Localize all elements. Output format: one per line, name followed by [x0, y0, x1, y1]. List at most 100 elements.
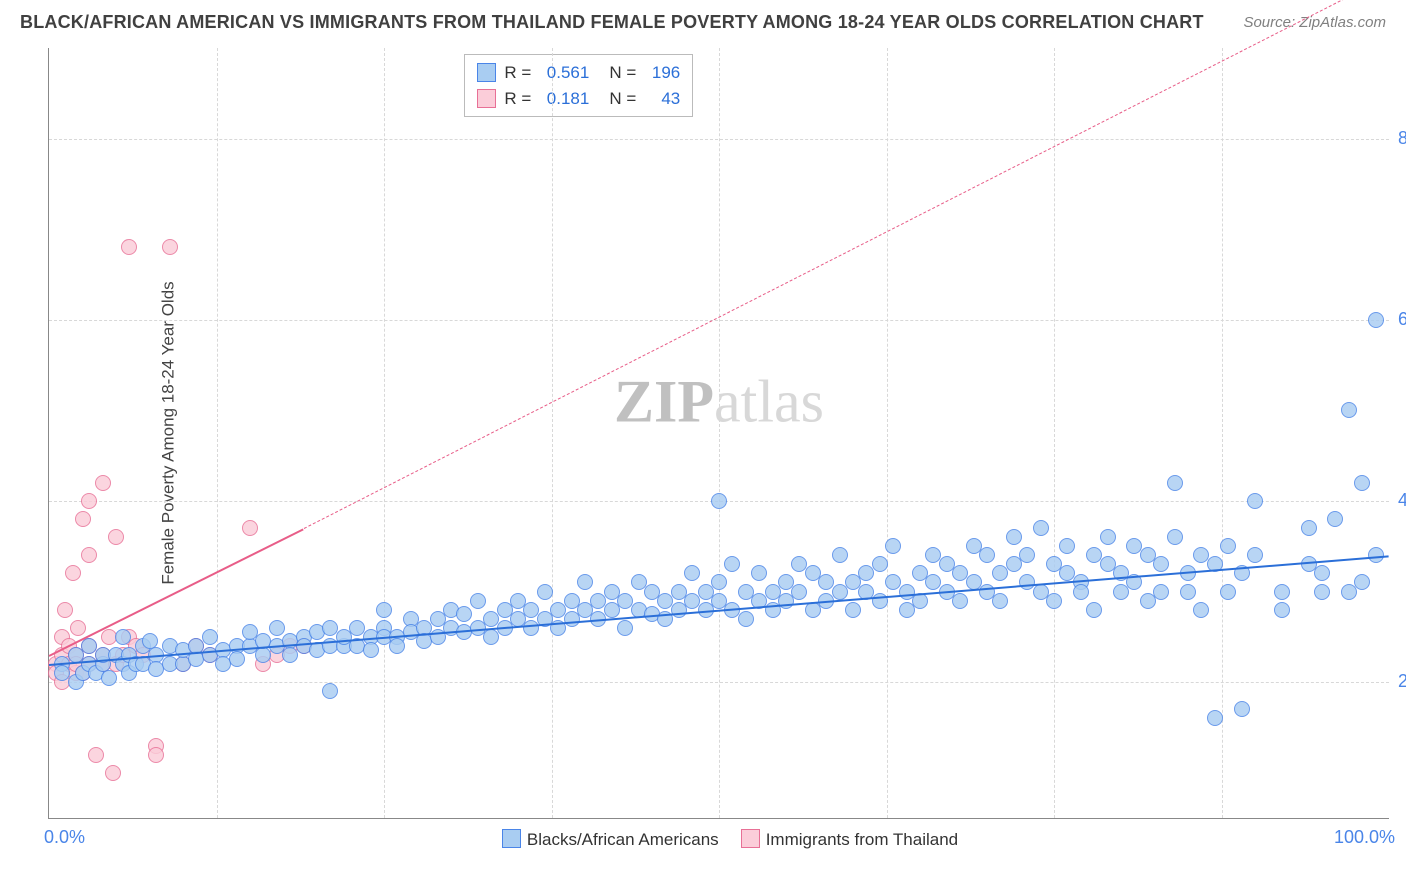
data-point [242, 520, 258, 536]
data-point [101, 670, 117, 686]
correlation-legend: R =0.561N =196R = 0.181 N = 43 [464, 54, 693, 117]
data-point [1100, 529, 1116, 545]
data-point [1073, 584, 1089, 600]
data-point [1274, 584, 1290, 600]
data-point [751, 565, 767, 581]
data-point [115, 629, 131, 645]
data-point [1354, 574, 1370, 590]
legend-n-label: N = [609, 60, 636, 86]
data-point [992, 593, 1008, 609]
data-point [872, 556, 888, 572]
data-point [1301, 520, 1317, 536]
data-point [95, 475, 111, 491]
gridline-v [719, 48, 720, 818]
legend-swatch [477, 89, 496, 108]
plot-area: Female Poverty Among 18-24 Year Olds ZIP… [48, 48, 1389, 819]
data-point [229, 651, 245, 667]
data-point [1086, 602, 1102, 618]
data-point [1314, 584, 1330, 600]
data-point [791, 584, 807, 600]
data-point [456, 606, 472, 622]
data-point [376, 602, 392, 618]
data-point [1019, 547, 1035, 563]
data-point [1153, 584, 1169, 600]
data-point [1327, 511, 1343, 527]
data-point [81, 493, 97, 509]
data-point [832, 547, 848, 563]
data-point [121, 239, 137, 255]
data-point [1167, 475, 1183, 491]
legend-r-label: R = [504, 60, 531, 86]
data-point [1341, 402, 1357, 418]
gridline-v [217, 48, 218, 818]
data-point [617, 620, 633, 636]
y-tick-label: 40.0% [1391, 490, 1406, 511]
data-point [1046, 593, 1062, 609]
data-point [577, 574, 593, 590]
data-point [1207, 710, 1223, 726]
data-point [711, 574, 727, 590]
gridline-v [887, 48, 888, 818]
legend-swatch [502, 829, 521, 848]
x-tick-label: 100.0% [1334, 827, 1395, 848]
data-point [537, 584, 553, 600]
data-point [105, 765, 121, 781]
data-point [269, 620, 285, 636]
data-point [952, 593, 968, 609]
data-point [1247, 547, 1263, 563]
gridline-v [1054, 48, 1055, 818]
data-point [872, 593, 888, 609]
chart-container: BLACK/AFRICAN AMERICAN VS IMMIGRANTS FRO… [0, 0, 1406, 892]
legend-series-name: Blacks/African Americans [527, 830, 719, 849]
source-label: Source: ZipAtlas.com [1243, 14, 1386, 31]
data-point [162, 239, 178, 255]
data-point [88, 747, 104, 763]
legend-swatch [741, 829, 760, 848]
data-point [1234, 701, 1250, 717]
data-point [1167, 529, 1183, 545]
legend-swatch [477, 63, 496, 82]
data-point [57, 602, 73, 618]
data-point [363, 642, 379, 658]
legend-n-label: N = [609, 86, 636, 112]
data-point [738, 611, 754, 627]
gridline-v [1222, 48, 1223, 818]
y-tick-label: 80.0% [1391, 128, 1406, 149]
data-point [1180, 584, 1196, 600]
legend-series-name: Immigrants from Thailand [766, 830, 958, 849]
data-point [1153, 556, 1169, 572]
data-point [711, 493, 727, 509]
data-point [108, 529, 124, 545]
data-point [1006, 529, 1022, 545]
gridline-v [552, 48, 553, 818]
watermark-zip: ZIP [614, 369, 714, 435]
legend-n-value: 43 [644, 86, 680, 112]
data-point [1220, 538, 1236, 554]
data-point [202, 629, 218, 645]
data-point [470, 593, 486, 609]
data-point [1314, 565, 1330, 581]
data-point [65, 565, 81, 581]
legend-row: R = 0.181 N = 43 [477, 86, 680, 112]
data-point [845, 602, 861, 618]
data-point [1354, 475, 1370, 491]
data-point [148, 747, 164, 763]
data-point [322, 683, 338, 699]
data-point [1220, 584, 1236, 600]
y-tick-label: 20.0% [1391, 671, 1406, 692]
data-point [70, 620, 86, 636]
data-point [1274, 602, 1290, 618]
data-point [75, 511, 91, 527]
data-point [724, 556, 740, 572]
watermark-atlas: atlas [714, 369, 824, 435]
x-tick-label: 0.0% [44, 827, 85, 848]
legend-r-value: 0.181 [539, 86, 589, 112]
data-point [1247, 493, 1263, 509]
data-point [979, 547, 995, 563]
legend-row: R =0.561N =196 [477, 60, 680, 86]
chart-title: BLACK/AFRICAN AMERICAN VS IMMIGRANTS FRO… [20, 12, 1204, 33]
data-point [1059, 538, 1075, 554]
data-point [1193, 602, 1209, 618]
data-point [1033, 520, 1049, 536]
legend-r-label: R = [504, 86, 531, 112]
